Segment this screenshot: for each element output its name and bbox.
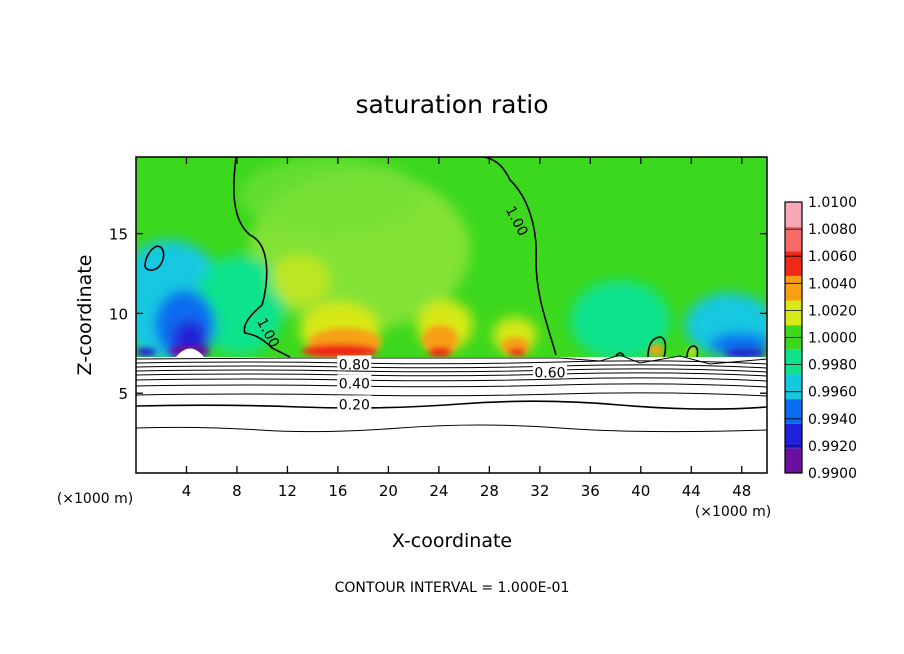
- unity-contours: [144, 157, 699, 358]
- x-tick-label: 32: [530, 482, 549, 500]
- y-tick-label: 15: [109, 226, 128, 244]
- contour-label-group: 0.80: [337, 355, 372, 373]
- colorbar-label: 0.9940: [808, 412, 857, 428]
- y-tick-label: 5: [118, 385, 128, 403]
- x-unit-right: (×1000 m): [695, 504, 771, 520]
- colorbar-swatch: [785, 275, 802, 301]
- contour-line-3: [136, 392, 767, 397]
- contour-label-group: 0.40: [337, 374, 372, 393]
- chart-title: saturation ratio: [355, 90, 548, 119]
- field-patch-red-2: [428, 347, 452, 357]
- field-patch-orange-2: [422, 325, 458, 355]
- contour-label-bg: [337, 395, 372, 411]
- x-axis: 4 8 12 16 20 24 28 32 36 40 44 48: [182, 157, 751, 500]
- x-unit-left: (×1000 m): [57, 491, 133, 507]
- contour-unity-left: [233, 157, 291, 358]
- contour-interval-note: CONTOUR INTERVAL = 1.000E-01: [335, 580, 570, 596]
- colorbar-swatch: [785, 226, 802, 252]
- contour-line-1: [136, 424, 767, 433]
- colorbar-label: 0.9960: [808, 385, 857, 401]
- colorbar-label: 1.0020: [808, 303, 857, 319]
- y-tick-label: 10: [109, 305, 128, 323]
- x-tick-label: 12: [278, 482, 297, 500]
- contour-line-5: [136, 377, 767, 382]
- colorbar-label: 1.0060: [808, 249, 857, 265]
- contour-line-7: [136, 368, 767, 373]
- contour-label-bg: [337, 355, 372, 371]
- colorbar-swatch: [785, 349, 802, 375]
- x-tick-label: 24: [429, 482, 448, 500]
- x-tick-label: 28: [480, 482, 499, 500]
- field-patch-yellow-4: [270, 255, 330, 305]
- contour-line-9: [136, 360, 767, 365]
- colorbar-swatch: [785, 202, 802, 227]
- contour-closed-right-1: [647, 336, 667, 358]
- plot-frame: [135, 156, 768, 474]
- x-tick-label: 16: [328, 482, 347, 500]
- colorbar-label: 1.0100: [808, 195, 857, 211]
- x-tick-label: 36: [581, 482, 600, 500]
- y-axis: 5 10 15: [109, 226, 767, 403]
- contour-label: 0.80: [339, 357, 370, 373]
- field-white-notch: [176, 348, 204, 357]
- colorbar-swatch: [785, 399, 802, 424]
- contour-line-8: [136, 364, 767, 369]
- colorbar-label: 1.0080: [808, 222, 857, 238]
- colorbar-swatch: [785, 251, 802, 276]
- colorbar-label: 0.9920: [808, 439, 857, 455]
- x-tick-label: 44: [682, 482, 701, 500]
- x-tick-label: 8: [232, 482, 242, 500]
- colorbar-swatch: [785, 448, 802, 473]
- saturation-field: [136, 157, 767, 357]
- subsaturated-contours: [136, 354, 767, 433]
- contour-label: 0.20: [339, 397, 370, 413]
- field-patch-orange-right-1: [649, 344, 663, 356]
- contour-label: 0.40: [339, 377, 370, 393]
- x-tick-label: 48: [732, 482, 751, 500]
- contour-closed-right-3: [615, 352, 625, 357]
- field-patch-purple-right: [725, 349, 765, 357]
- contour-label-group: 0.60: [532, 363, 567, 381]
- field-patch-yellow-right-2: [687, 348, 697, 356]
- x-axis-label: X-coordinate: [392, 530, 512, 552]
- x-tick-label: 20: [379, 482, 398, 500]
- colorbar-label: 1.0000: [808, 331, 857, 347]
- contour-labels: 1.001.000.80 0.600.400.20: [253, 204, 567, 413]
- contour-label-bg: [337, 374, 372, 390]
- x-tick-label: 4: [182, 482, 192, 500]
- contour-label-bg: [532, 363, 567, 379]
- contour-label-group: 0.20: [337, 395, 372, 413]
- colorbar-swatch: [785, 423, 802, 449]
- contour-line-6: [136, 372, 767, 377]
- contour-unity-right: [483, 157, 557, 356]
- field-patch-red-1: [302, 344, 378, 357]
- colorbar-label: 0.9980: [808, 358, 857, 374]
- colorbar-label: 1.0040: [808, 276, 857, 292]
- field-patch-cyan-right: [570, 280, 670, 357]
- contour-line-2: [136, 400, 767, 410]
- y-axis-label: Z-coordinate: [74, 255, 96, 376]
- colorbar-swatch: [785, 374, 802, 400]
- x-tick-label: 40: [631, 482, 650, 500]
- field-patch-light-top: [240, 157, 420, 233]
- field-patch-cyan-mid: [195, 255, 285, 355]
- contour-closed-right-2: [686, 345, 699, 358]
- field-patch-purple-edge: [136, 348, 156, 356]
- contour-label: 0.60: [534, 365, 565, 381]
- colorbar: 0.9900 0.9920 0.9940 0.9960 0.9980 1.0000 1.00…: [784, 195, 857, 482]
- colorbar-label: 0.9900: [808, 466, 857, 482]
- contour-line-10: [136, 354, 767, 365]
- plot-area: 1.001.000.80 0.600.400.20: [136, 157, 767, 473]
- contour-line-4: [136, 383, 767, 388]
- colorbar-swatch: [785, 300, 802, 326]
- field-patch-red-3: [508, 348, 526, 356]
- contour-closed-left: [144, 245, 165, 271]
